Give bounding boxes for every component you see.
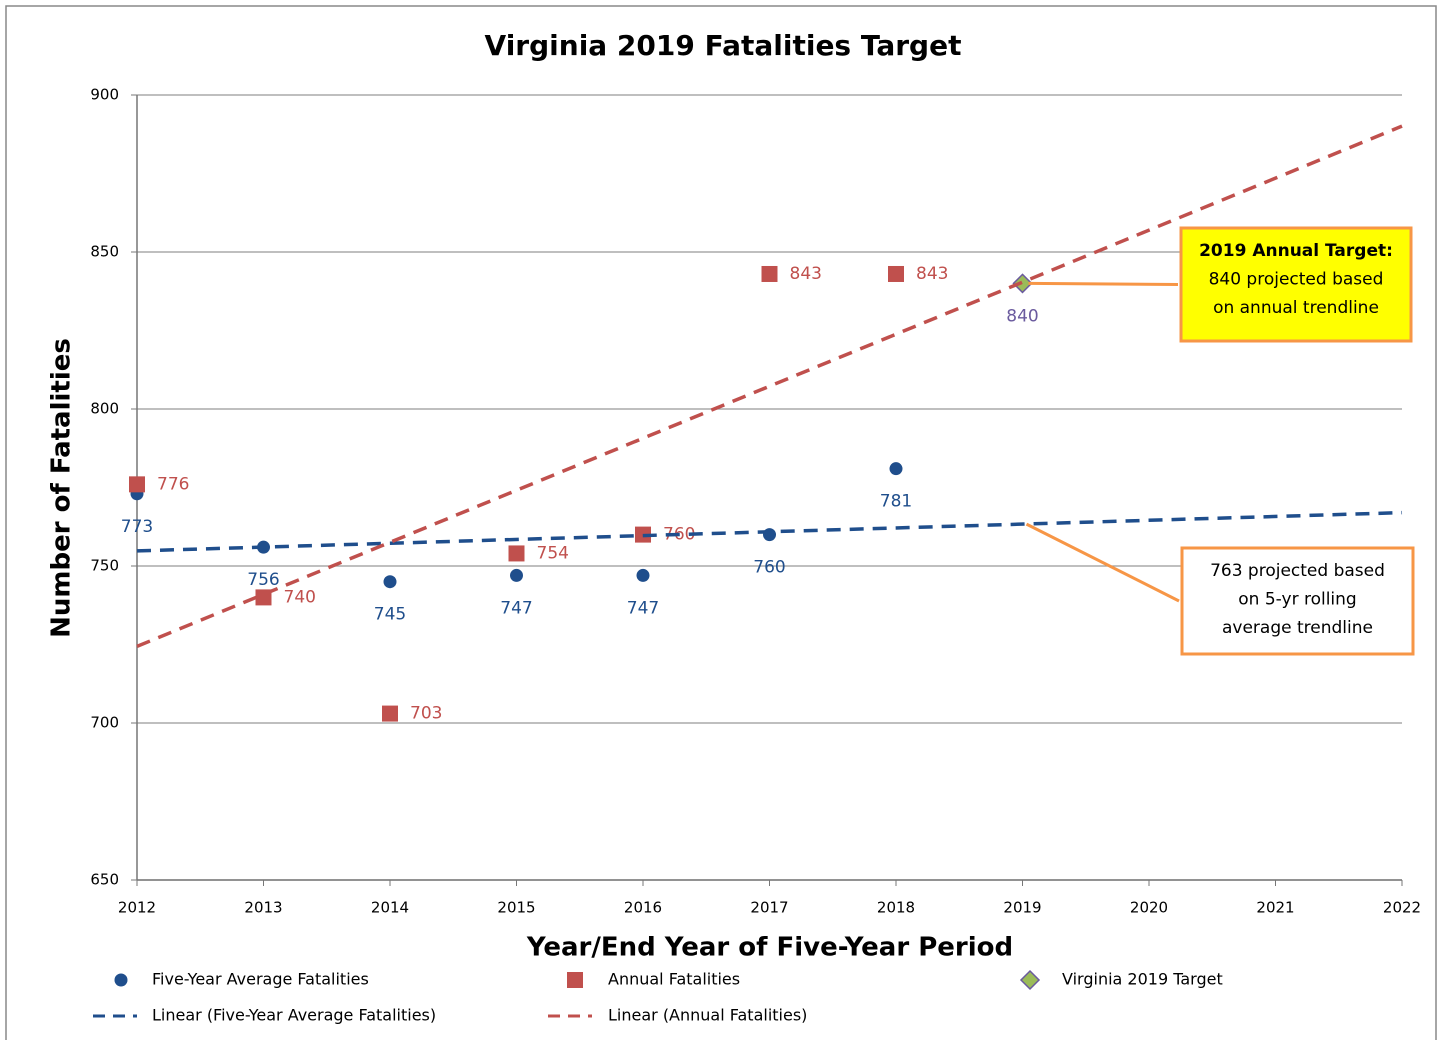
x-tick-label: 2016 [624,899,662,917]
x-tick-label: 2021 [1256,899,1294,917]
legend-marker [1019,969,1041,991]
legend-label: Linear (Five-Year Average Fatalities) [152,1006,436,1025]
data-label: 776 [157,474,189,494]
x-axis-title: Year/End Year of Five-Year Period [526,933,1013,963]
point [129,476,145,493]
callout-text: 763 projected based [1210,561,1385,581]
legend-marker [567,972,583,988]
y-tick-label: 850 [90,243,119,261]
point [508,545,525,562]
x-tick-label: 2014 [371,899,409,917]
legend-label: Annual Fatalities [608,970,740,989]
data-label: 781 [880,492,912,512]
data-label: 773 [121,517,153,537]
y-tick-label: 650 [90,871,119,889]
callout-box [1180,546,1415,656]
data-label: 843 [916,264,948,284]
y-tick-label: 800 [90,400,119,418]
data-label: 747 [627,598,659,618]
x-tick-label: 2015 [497,899,535,917]
trendline [136,124,1403,649]
x-tick-label: 2012 [118,899,156,917]
point [383,575,397,589]
legend-label: Linear (Annual Fatalities) [608,1006,807,1025]
data-label: 843 [790,264,822,284]
data-label: 760 [753,558,785,578]
data-label: 840 [1006,306,1038,326]
data-label: 740 [284,587,316,607]
point [888,265,904,282]
data-label: 756 [247,570,279,590]
data-label: 747 [500,598,532,618]
legend-label: Five-Year Average Fatalities [152,970,369,989]
point [636,568,650,582]
callout-connector [1028,281,1179,286]
callout-box [1179,226,1413,343]
callout-text: 2019 Annual Target: [1199,241,1393,261]
callout-text: average trendline [1222,618,1373,638]
y-tick-label: 900 [90,86,119,104]
data-label: 754 [537,543,569,563]
x-tick-label: 2018 [877,899,915,917]
x-tick-label: 2017 [750,899,788,917]
chart-title: Virginia 2019 Fatalities Target [485,29,962,62]
x-tick-label: 2022 [1383,899,1421,917]
x-tick-label: 2013 [244,899,282,917]
legend-marker [114,973,128,987]
point [1012,273,1033,294]
point [510,568,523,582]
data-label: 745 [374,605,406,625]
callout-connector [1025,522,1180,603]
data-label: 703 [410,704,442,724]
legend-label: Virginia 2019 Target [1062,970,1223,989]
callout-text: on 5-yr rolling [1238,590,1356,610]
x-tick-label: 2019 [1003,899,1041,917]
point [761,265,778,282]
y-tick-label: 700 [90,714,119,732]
y-axis-title: Number of Fatalities [47,338,77,638]
point [382,705,398,722]
callout-text: 840 projected based [1209,270,1384,290]
trendline [136,510,1403,553]
x-tick-label: 2020 [1130,899,1168,917]
chart-border [5,5,1437,1040]
callout-text: on annual trendline [1213,298,1379,318]
y-tick-label: 750 [90,557,119,575]
point [889,462,903,476]
